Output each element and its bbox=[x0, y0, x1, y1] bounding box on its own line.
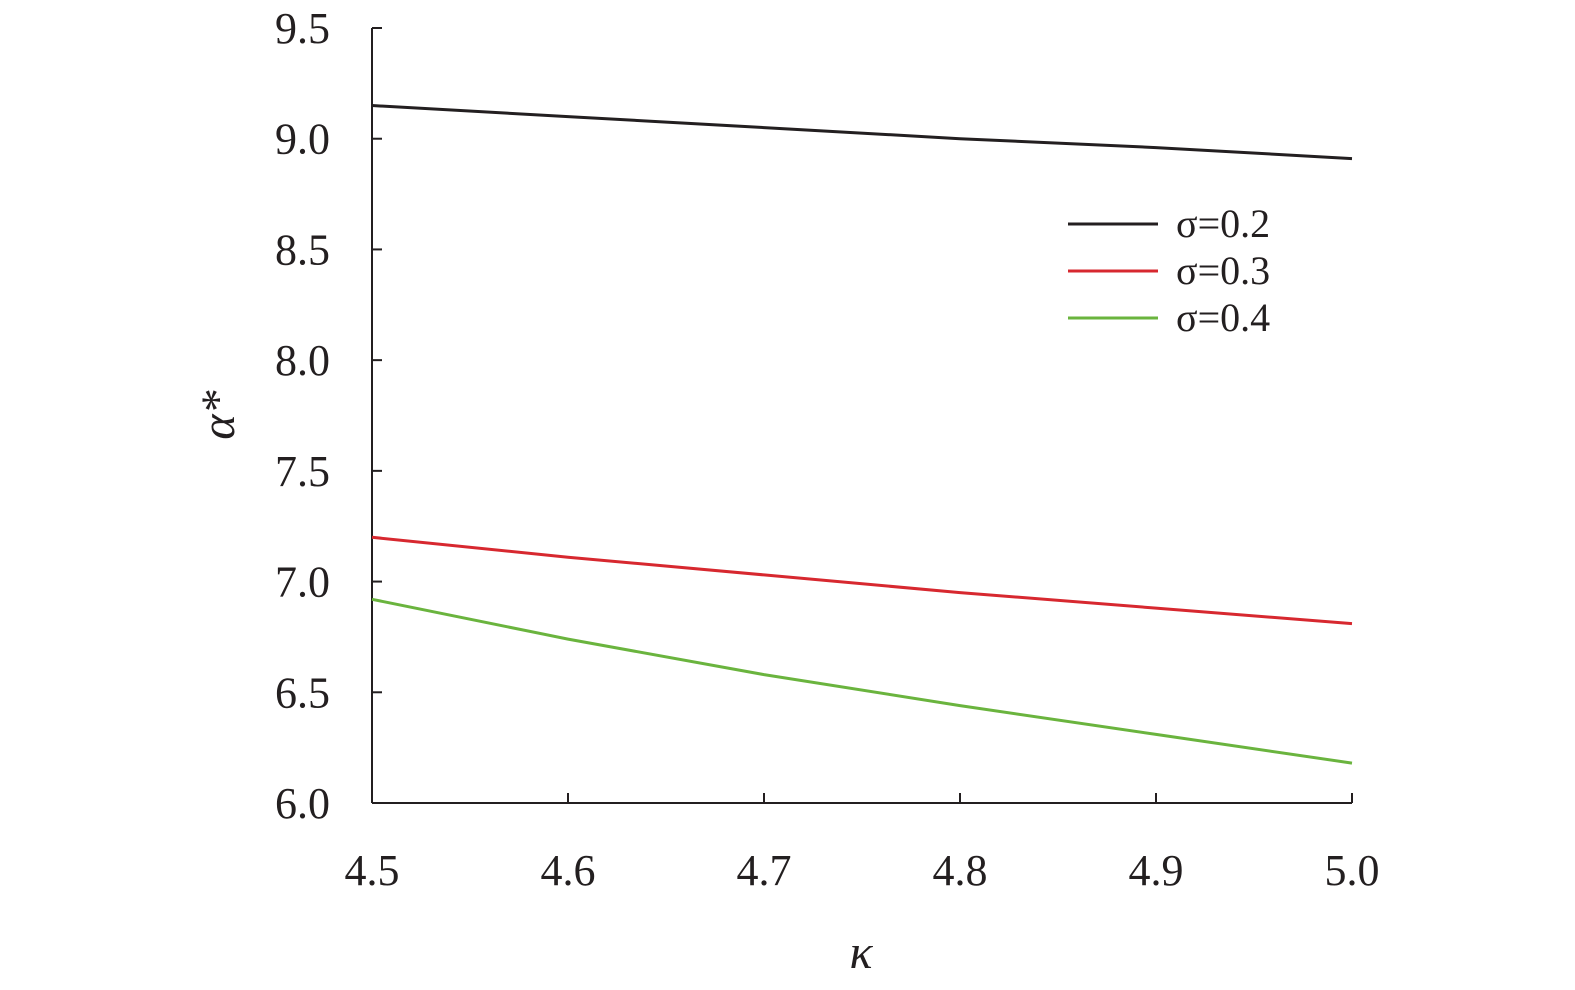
series-line-1 bbox=[371, 104, 1353, 161]
series-line-2 bbox=[371, 535, 1353, 626]
legend-entry-label: σ=0.4 bbox=[1176, 295, 1270, 340]
y-tick-label: 6.5 bbox=[275, 668, 330, 717]
y-tick-label: 8.0 bbox=[275, 336, 330, 385]
y-tick-label: 8.5 bbox=[275, 225, 330, 274]
series-lines bbox=[371, 104, 1353, 765]
x-axis-title: κ bbox=[849, 926, 873, 979]
y-tick-label: 7.5 bbox=[275, 447, 330, 496]
legend: σ=0.2σ=0.3σ=0.4 bbox=[1068, 201, 1270, 340]
x-tick-label: 4.9 bbox=[1129, 846, 1184, 895]
x-tick-label: 4.5 bbox=[345, 846, 400, 895]
axes bbox=[371, 28, 1352, 804]
legend-entry-label: σ=0.2 bbox=[1176, 201, 1270, 246]
y-tick-label: 9.0 bbox=[275, 115, 330, 164]
x-tick-label: 4.8 bbox=[933, 846, 988, 895]
x-tick-label: 5.0 bbox=[1325, 846, 1380, 895]
x-ticks: 4.5 4.6 4.7 4.8 4.9 5.0 bbox=[345, 793, 1380, 895]
legend-entry-label: σ=0.3 bbox=[1176, 248, 1270, 293]
y-ticks: 6.0 6.5 7.0 7.5 8.0 8.5 9.0 9.5 bbox=[275, 4, 382, 828]
y-tick-label: 7.0 bbox=[275, 558, 330, 607]
y-tick-label: 9.5 bbox=[275, 4, 330, 53]
x-tick-label: 4.6 bbox=[541, 846, 596, 895]
series-line-3 bbox=[371, 597, 1353, 765]
y-axis-title: α* bbox=[192, 390, 245, 439]
x-tick-label: 4.7 bbox=[737, 846, 792, 895]
y-tick-label: 6.0 bbox=[275, 779, 330, 828]
